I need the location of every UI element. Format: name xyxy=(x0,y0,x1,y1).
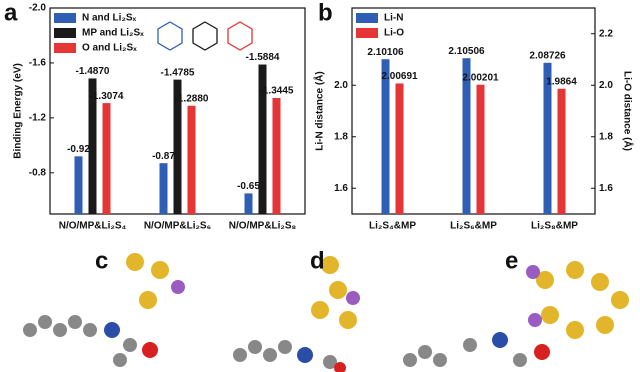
y-tick-label: -0.8 xyxy=(29,167,47,178)
value-label: 1.9864 xyxy=(546,76,577,87)
value-label: -1.4785 xyxy=(161,67,195,78)
x-tick-label: Li₂S₆&MP xyxy=(450,221,497,232)
legend-swatch xyxy=(54,43,76,53)
y-tick-label: -1.6 xyxy=(29,58,47,69)
y2-tick-label: 1.6 xyxy=(599,183,613,194)
bar xyxy=(381,59,390,214)
molecule-renderings xyxy=(23,253,629,372)
value-label: -0.87 xyxy=(152,151,175,162)
y-tick-label: 1.8 xyxy=(334,131,348,142)
y2-tick-label: 1.8 xyxy=(599,131,613,142)
plot-frame xyxy=(351,7,596,215)
value-label: -1.4870 xyxy=(76,66,110,77)
x-tick-label: N/O/MP&Li₂S₆ xyxy=(144,221,211,232)
value-label: -0.92 xyxy=(67,144,90,155)
legend-swatch xyxy=(356,13,378,23)
y2-axis-title: Li-O distance (Å) xyxy=(621,71,634,151)
legend-swatch xyxy=(54,13,76,23)
y2-tick-label: 2.2 xyxy=(599,28,613,39)
value-label: 2.10506 xyxy=(448,46,485,57)
value-label: 2.00201 xyxy=(462,72,499,83)
y-tick-label: 2.0 xyxy=(334,80,348,91)
y-axis-title: Li-N distance (Å) xyxy=(313,71,326,150)
value-label: -0.65 xyxy=(237,181,260,192)
panel-label: b xyxy=(318,0,333,26)
legend-label: MP and Li₂Sₓ xyxy=(82,28,144,39)
value-label: -1.2880 xyxy=(175,93,209,104)
panel-label: c xyxy=(95,247,108,274)
bar xyxy=(74,156,83,214)
y-tick-label: -2.0 xyxy=(29,3,47,14)
legend-label: Li-N xyxy=(384,13,403,24)
bar xyxy=(462,58,471,214)
x-tick-label: Li₂S₈&MP xyxy=(531,221,578,232)
legend-swatch xyxy=(356,28,378,38)
panel-label: e xyxy=(505,247,518,274)
y2-tick-label: 2.0 xyxy=(599,80,613,91)
bar xyxy=(88,78,97,215)
x-tick-label: Li₂S₄&MP xyxy=(369,221,416,232)
value-label: 2.08726 xyxy=(529,50,566,61)
y-tick-label: 1.6 xyxy=(334,183,348,194)
value-label: -1.5884 xyxy=(246,52,280,63)
bar xyxy=(159,163,168,214)
legend-label: N and Li₂Sₓ xyxy=(82,13,137,24)
bar xyxy=(102,103,111,214)
bar xyxy=(187,105,196,214)
bar xyxy=(476,84,485,214)
y-tick-label: -1.2 xyxy=(29,113,47,124)
panel-label: a xyxy=(4,0,18,26)
value-label: -1.3074 xyxy=(90,91,124,102)
molecule-structures xyxy=(157,21,253,51)
legend-label: Li-O xyxy=(384,28,404,39)
bar xyxy=(258,64,267,214)
value-label: 2.10106 xyxy=(367,47,404,58)
panel-label: d xyxy=(310,247,325,274)
legend-swatch xyxy=(54,28,76,38)
y-axis-title: Binding Energy (eV) xyxy=(13,63,24,159)
bar xyxy=(173,79,182,215)
value-label: -1.3445 xyxy=(260,86,294,97)
x-tick-label: N/O/MP&Li₂S₈ xyxy=(229,221,297,232)
value-label: 2.00691 xyxy=(381,71,418,82)
legend-label: O and Li₂Sₓ xyxy=(82,43,137,54)
bar xyxy=(395,83,404,214)
bar xyxy=(543,62,552,214)
x-tick-label: N/O/MP&Li₂S₄ xyxy=(59,221,127,232)
bar xyxy=(272,98,281,214)
bar xyxy=(557,88,566,214)
bar xyxy=(244,193,253,214)
